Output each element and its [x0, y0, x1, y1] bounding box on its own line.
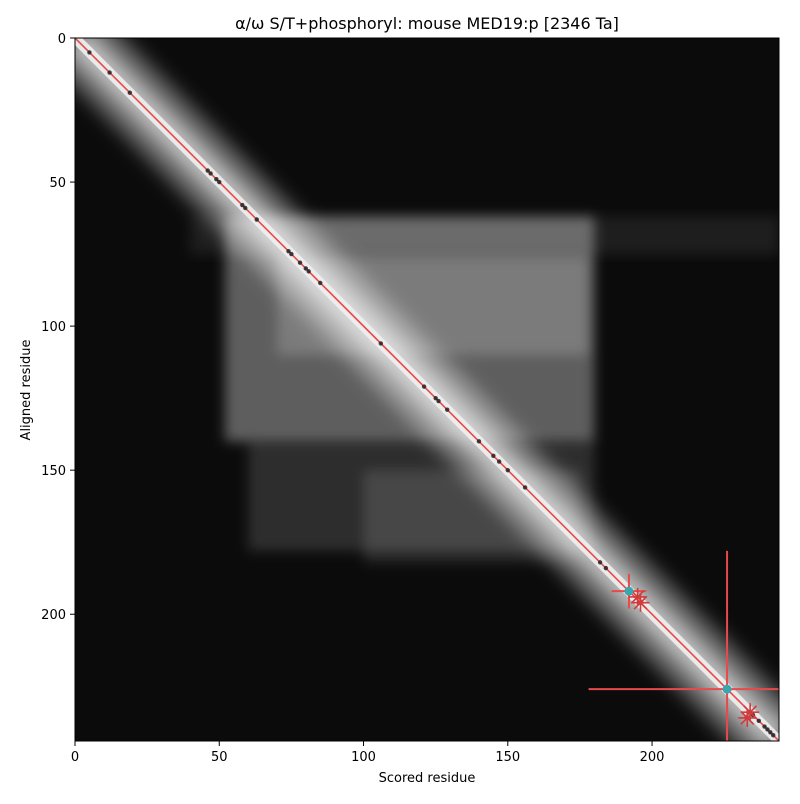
y-axis-label: Aligned residue [19, 340, 34, 441]
phospho-site-dot-16 [378, 341, 384, 346]
phospho-site-dot-23 [496, 459, 502, 464]
phospho-site-dot-11 [289, 251, 294, 257]
y-tick-label-4: 200 [41, 608, 66, 623]
phospho-site-dot-22 [491, 453, 496, 458]
phospho-site-dot-25 [522, 485, 528, 490]
phospho-site-dot-32 [768, 730, 773, 735]
phospho-site-dot-15 [318, 280, 323, 286]
x-tick-label-0: 0 [71, 750, 79, 765]
diagonal-line [75, 38, 779, 741]
x-tick-label-4: 200 [640, 750, 665, 765]
x-tick-label-1: 50 [211, 750, 228, 765]
y-tick-label-0: 0 [58, 32, 66, 47]
phospho-site-dot-31 [765, 727, 770, 732]
star-marker-1 [631, 593, 650, 612]
highlight-point-1 [722, 684, 732, 694]
phospho-site-dot-24 [505, 467, 510, 473]
phospho-site-dot-26 [597, 560, 603, 565]
phospho-site-dot-0 [87, 50, 92, 55]
phospho-site-dot-9 [254, 217, 259, 222]
phospho-site-dot-1 [107, 70, 112, 75]
star-stroke-0-3 [630, 590, 645, 604]
phospho-site-dot-18 [433, 395, 438, 401]
x-axis: 0 50 100 150 200 [71, 741, 665, 765]
phospho-site-dot-5 [214, 176, 219, 182]
phospho-site-dot-7 [240, 202, 245, 208]
y-tick-label-2: 100 [41, 320, 66, 335]
plot-frame [74, 37, 780, 742]
x-tick-label-2: 100 [351, 750, 376, 765]
highlight-point-0 [624, 586, 634, 596]
phospho-site-dot-19 [436, 398, 441, 404]
y-axis: 0 50 100 150 200 [41, 32, 75, 623]
phospho-site-dot-33 [771, 733, 776, 738]
phospho-site-dot-12 [297, 260, 303, 265]
phospho-site-dot-14 [306, 269, 311, 274]
plot-area [75, 38, 779, 741]
phospho-site-dot-21 [476, 439, 482, 444]
y-tick-label-1: 50 [49, 176, 66, 191]
phospho-site-dot-30 [762, 724, 767, 729]
phospho-site-dot-4 [208, 171, 213, 176]
phospho-site-dot-27 [603, 565, 609, 571]
y-tick-label-3: 150 [41, 464, 66, 479]
phospho-site-dot-17 [421, 384, 427, 389]
phospho-site-dot-20 [444, 407, 450, 412]
phospho-site-dot-8 [243, 205, 248, 211]
x-axis-label: Scored residue [379, 771, 476, 786]
chart-title: α/ω S/T+phosphoryl: mouse MED19:p [2346 … [235, 14, 619, 33]
highlight-markers [624, 586, 760, 727]
star-marker-3 [738, 708, 757, 727]
phospho-site-dot-2 [127, 90, 133, 95]
phospho-site-dot-13 [303, 266, 309, 271]
phospho-sites [87, 50, 776, 738]
phospho-site-dot-29 [756, 718, 762, 724]
phospho-site-dot-6 [217, 179, 222, 185]
x-tick-label-3: 150 [495, 750, 520, 765]
phospho-site-dot-10 [286, 249, 291, 254]
star-stroke-3-3 [740, 711, 755, 725]
star-stroke-1-3 [633, 595, 648, 610]
phospho-site-dot-3 [205, 168, 210, 173]
